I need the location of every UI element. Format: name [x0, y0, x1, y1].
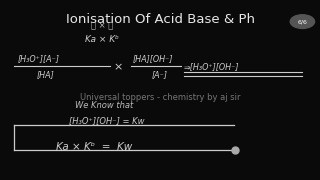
Text: [HA]: [HA] — [37, 70, 54, 79]
Text: We Know that: We Know that — [75, 101, 133, 110]
Text: ×: × — [114, 62, 123, 73]
Text: 6/6: 6/6 — [298, 19, 307, 24]
Text: Ka × Kᵇ  =  Kw: Ka × Kᵇ = Kw — [56, 142, 132, 152]
Text: [H₃O⁺][OH⁻] = Kw: [H₃O⁺][OH⁻] = Kw — [69, 116, 144, 125]
Text: Ionisation Of Acid Base & Ph: Ionisation Of Acid Base & Ph — [66, 13, 254, 26]
Text: ⓘ × ⓓ: ⓘ × ⓓ — [91, 22, 114, 31]
Text: [A⁻]: [A⁻] — [152, 70, 168, 79]
Text: [HA][OH⁻]: [HA][OH⁻] — [133, 54, 173, 63]
Circle shape — [290, 15, 315, 28]
Text: [H₃O⁺][A⁻]: [H₃O⁺][A⁻] — [18, 54, 60, 63]
Text: Ka × Kᵇ: Ka × Kᵇ — [85, 35, 119, 44]
Text: Universal toppers - chemistry by aj sir: Universal toppers - chemistry by aj sir — [80, 93, 240, 102]
Text: ⇒[H₃O⁺][OH⁻]: ⇒[H₃O⁺][OH⁻] — [184, 62, 239, 71]
